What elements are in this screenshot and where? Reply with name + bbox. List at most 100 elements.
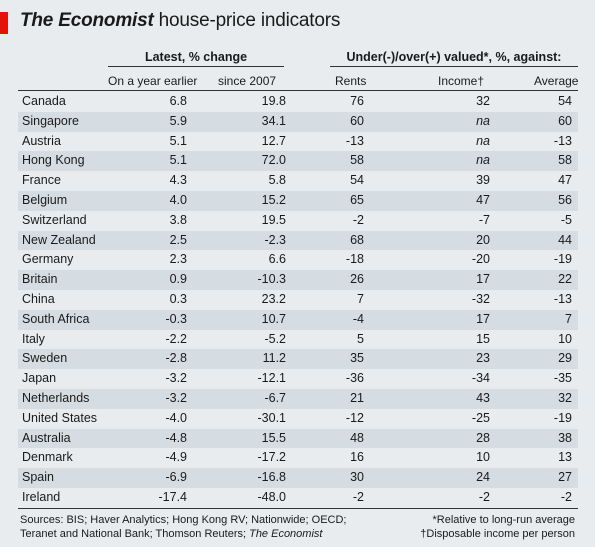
table-row: Ireland -17.4 -48.0 -2 -2 -2 (18, 488, 578, 508)
cell-average: -13 (553, 133, 572, 148)
cell-income: 15 (476, 331, 490, 346)
cell-year-earlier: 3.8 (169, 212, 187, 227)
cell-income: 17 (476, 311, 490, 326)
table-row: Canada 6.8 19.8 76 32 54 (18, 92, 578, 112)
cell-average: -35 (553, 371, 572, 386)
sources-brand: The Economist (249, 528, 323, 540)
cell-income: -7 (478, 212, 490, 227)
cell-average: 58 (558, 153, 572, 168)
sources-line-1: Sources: BIS; Haver Analytics; Hong Kong… (20, 514, 347, 526)
cell-since-2007: 6.6 (268, 252, 286, 267)
cell-average: -19 (553, 252, 572, 267)
table-row: China 0.3 23.2 7 -32 -13 (18, 290, 578, 310)
cell-since-2007: 19.8 (261, 94, 286, 108)
brand-accent-bar (0, 12, 8, 34)
cell-year-earlier: 2.5 (169, 232, 187, 247)
cell-year-earlier: 5.1 (169, 133, 187, 148)
footnote-relative: *Relative to long-run average (432, 514, 575, 526)
table-row: Italy -2.2 -5.2 5 15 10 (18, 330, 578, 350)
table-row: Germany 2.3 6.6 -18 -20 -19 (18, 250, 578, 270)
column-header-income: Income† (438, 74, 485, 88)
cell-rents: 54 (350, 173, 364, 188)
cell-average: -2 (560, 490, 572, 504)
table-row: Switzerland 3.8 19.5 -2 -7 -5 (18, 211, 578, 231)
cell-income: -34 (471, 371, 490, 386)
cell-income: 39 (476, 173, 490, 188)
table-row: Singapore 5.9 34.1 60 na 60 (18, 111, 578, 132)
table-row: New Zealand 2.5 -2.3 68 20 44 (18, 230, 578, 251)
cell-since-2007: -16.8 (257, 470, 287, 485)
country-name: New Zealand (22, 232, 96, 247)
cell-year-earlier: -4.8 (165, 430, 187, 445)
footnote-disposable: †Disposable income per person (420, 528, 575, 540)
cell-since-2007: -2.3 (264, 232, 286, 247)
cell-average: -5 (560, 212, 572, 227)
table-row: Britain 0.9 -10.3 26 17 22 (18, 270, 578, 290)
cell-average: 60 (558, 113, 572, 128)
table-row: Hong Kong 5.1 72.0 58 na 58 (18, 151, 578, 172)
cell-income: na (476, 113, 490, 128)
cell-rents: 21 (350, 391, 364, 405)
table-row: France 4.3 5.8 54 39 47 (18, 171, 578, 191)
cell-income: 28 (476, 430, 490, 445)
cell-rents: 48 (350, 430, 364, 445)
cell-since-2007: 11.2 (262, 351, 286, 366)
cell-income: 10 (476, 450, 490, 465)
cell-since-2007: -17.2 (257, 450, 287, 465)
title-brand: The Economist (20, 10, 154, 31)
cell-average: -19 (553, 410, 572, 425)
country-name: Germany (22, 252, 74, 267)
cell-year-earlier: -2.2 (165, 331, 187, 346)
cell-since-2007: 15.5 (261, 430, 286, 445)
cell-year-earlier: -6.9 (165, 470, 187, 485)
cell-average: 56 (558, 193, 572, 207)
cell-income: -20 (471, 252, 490, 267)
cell-rents: 58 (350, 153, 364, 168)
cell-year-earlier: -2.8 (165, 351, 187, 366)
cell-income: -2 (478, 490, 490, 504)
table-row: Denmark -4.9 -17.2 16 10 13 (18, 448, 578, 468)
cell-average: 29 (558, 351, 572, 366)
cell-rents: -13 (345, 133, 364, 148)
cell-income: 20 (476, 232, 490, 247)
cell-since-2007: -48.0 (257, 490, 287, 504)
cell-income: -32 (471, 292, 490, 306)
country-name: Sweden (22, 351, 68, 366)
cell-year-earlier: -0.3 (165, 311, 187, 326)
cell-rents: 30 (350, 470, 364, 485)
cell-rents: 65 (350, 193, 364, 207)
country-name: Australia (22, 430, 71, 445)
cell-rents: -4 (352, 311, 364, 326)
country-name: Switzerland (22, 212, 87, 227)
table-row: Japan -3.2 -12.1 -36 -34 -35 (18, 369, 578, 389)
cell-rents: 7 (357, 292, 364, 306)
cell-year-earlier: 0.9 (169, 272, 187, 287)
country-name: Japan (22, 371, 57, 386)
cell-rents: 68 (350, 232, 364, 247)
cell-average: 13 (558, 450, 572, 465)
cell-year-earlier: 0.3 (169, 292, 187, 306)
sources-line-2: Teranet and National Bank; Thomson Reute… (20, 528, 322, 540)
cell-rents: -12 (345, 410, 364, 425)
table-row: United States -4.0 -30.1 -12 -25 -19 (18, 409, 578, 429)
cell-year-earlier: 4.0 (169, 193, 187, 207)
cell-since-2007: 10.7 (261, 311, 286, 326)
cell-rents: 26 (350, 272, 364, 287)
cell-rents: -18 (345, 252, 364, 267)
group-header-valued: Under(-)/over(+) valued*, %, against: (330, 50, 578, 67)
cell-year-earlier: 5.9 (169, 113, 187, 128)
cell-since-2007: 23.2 (261, 292, 286, 306)
cell-average: 38 (558, 430, 572, 445)
cell-average: 7 (565, 311, 572, 326)
cell-average: -13 (553, 292, 572, 306)
cell-income: 43 (476, 391, 490, 405)
cell-average: 27 (558, 470, 572, 485)
cell-rents: -2 (352, 490, 364, 504)
cell-average: 32 (558, 391, 572, 405)
cell-average: 47 (558, 173, 572, 188)
table-row: Belgium 4.0 15.2 65 47 56 (18, 191, 578, 211)
table-row: Sweden -2.8 11.2 35 23 29 (18, 349, 578, 370)
cell-income: na (476, 133, 490, 148)
country-name: Ireland (22, 490, 61, 504)
cell-year-earlier: -3.2 (165, 391, 187, 405)
